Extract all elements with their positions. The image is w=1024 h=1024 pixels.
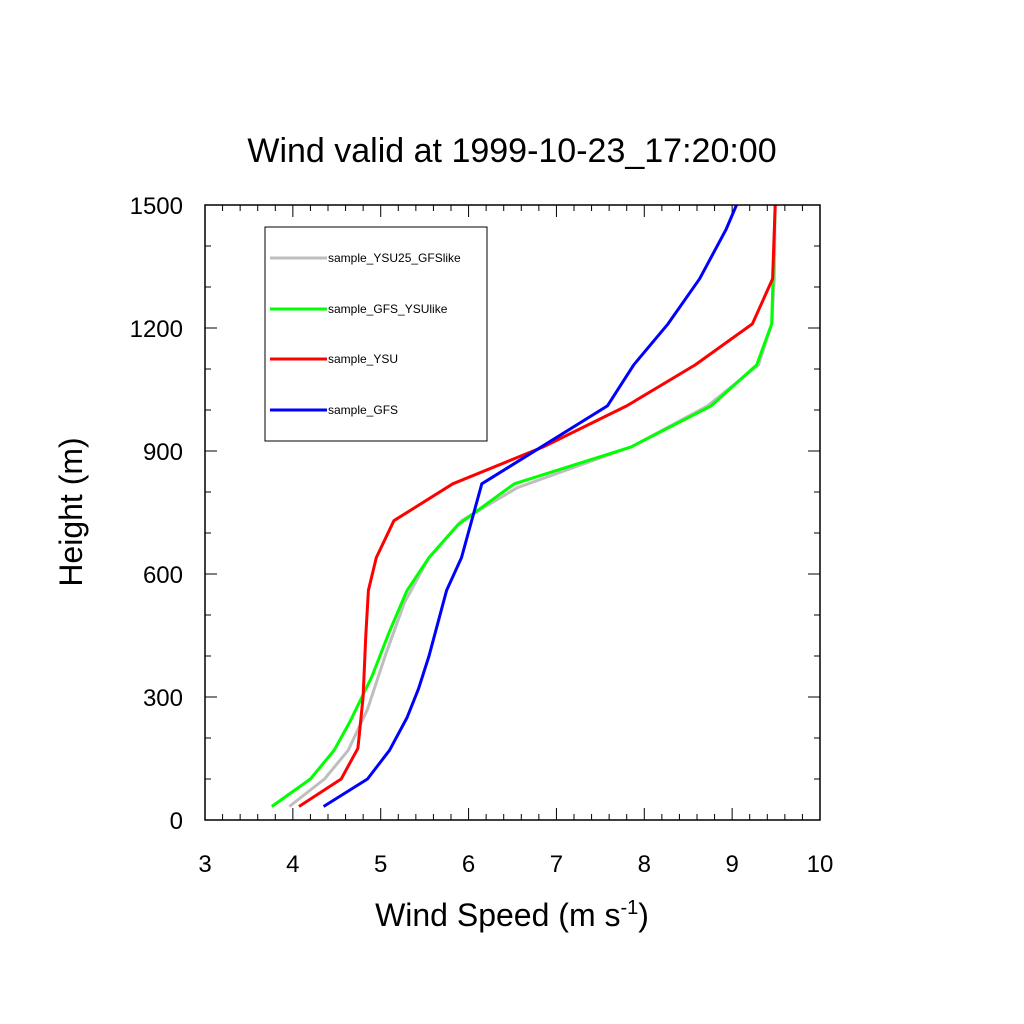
- x-tick-label: 5: [374, 851, 387, 878]
- x-tick-label: 6: [462, 851, 475, 878]
- series-line-sample_GFS_YSUlike: [270, 204, 777, 808]
- x-tick-label: 4: [286, 851, 299, 878]
- legend-label: sample_GFS_YSUlike: [328, 302, 448, 316]
- legend-box: [264, 226, 488, 442]
- x-tick-label: 3: [198, 851, 211, 878]
- legend-label: sample_YSU25_GFSlike: [328, 251, 461, 265]
- y-tick-label: 300: [143, 685, 183, 712]
- series-line-sample_YSU: [298, 204, 777, 808]
- x-axis-title: Wind Speed (m s-1): [375, 897, 649, 933]
- legend-label: sample_YSU: [328, 352, 398, 366]
- legend: sample_YSU25_GFSlike sample_GFS_YSUlikesa…: [264, 226, 488, 442]
- y-tick-label: 1500: [130, 193, 183, 220]
- y-tick-label: 0: [170, 808, 183, 835]
- series-line-sample_GFS: [322, 204, 738, 808]
- x-tick-label: 8: [638, 851, 651, 878]
- series-lines: [270, 204, 777, 808]
- y-axis-title: Height (m): [53, 437, 89, 586]
- x-tick-label: 7: [550, 851, 563, 878]
- chart-title: Wind valid at 1999-10-23_17:20:00: [247, 132, 776, 170]
- x-axis-title-end: ): [638, 897, 649, 933]
- tick-labels: 3 4 5 6 7 8 9 10 0 300 600 900 1200 1500: [130, 193, 834, 878]
- legend-label: sample_GFS: [328, 403, 398, 417]
- x-axis-title-sup: -1: [620, 897, 638, 919]
- plot-frame: [204, 204, 821, 821]
- x-tick-label: 9: [725, 851, 738, 878]
- x-axis-title-main: Wind Speed (m s: [375, 897, 620, 933]
- y-tick-label: 600: [143, 562, 183, 589]
- y-tick-label: 900: [143, 439, 183, 466]
- y-tick-label: 1200: [130, 316, 183, 343]
- x-tick-label: 10: [807, 851, 834, 878]
